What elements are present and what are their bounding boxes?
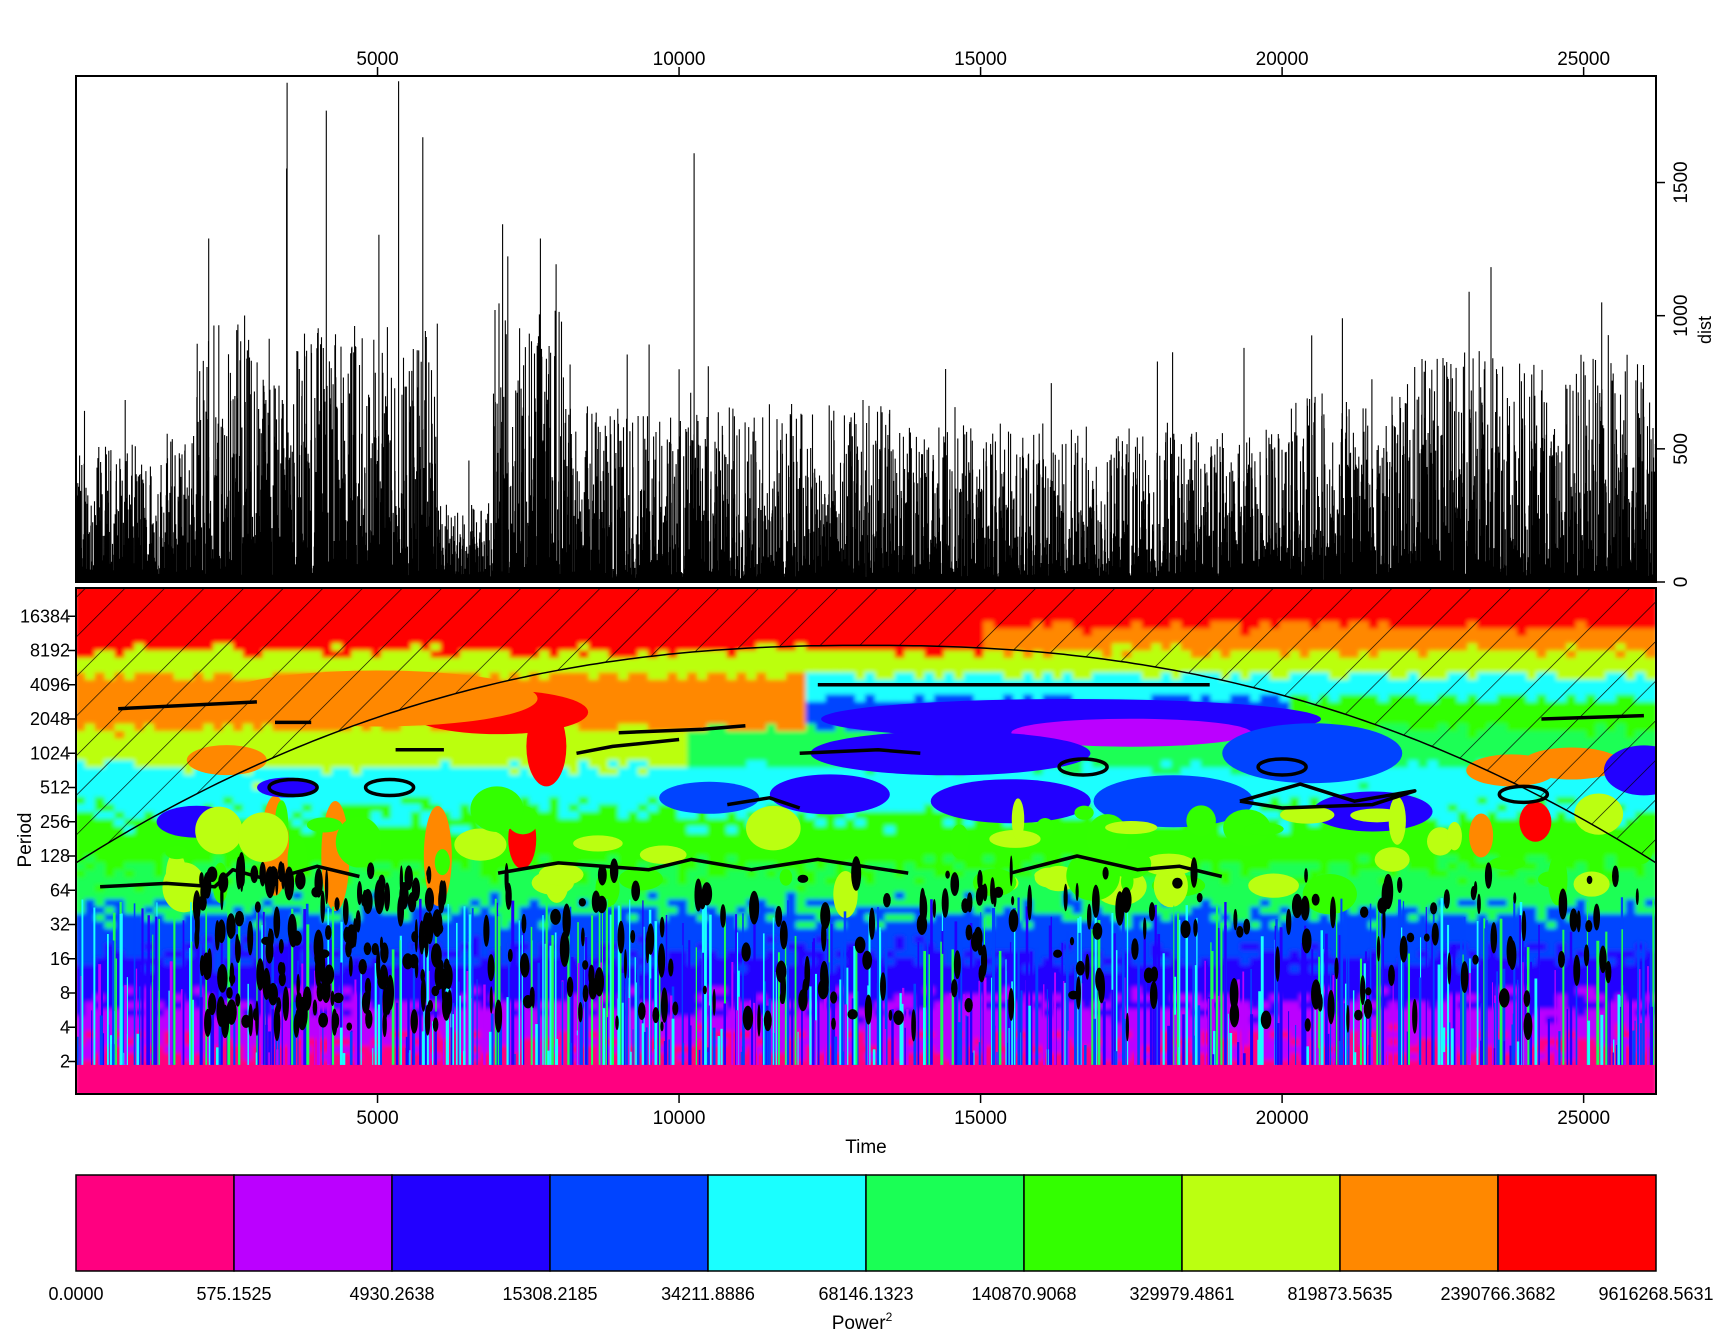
right-y-axis: 0 500 1000 1500 — [1656, 161, 1692, 587]
colorbar-break-label-1: 575.1525 — [196, 1284, 271, 1304]
significance-contours — [100, 683, 1644, 1042]
wavelet-panel: 5000 10000 15000 20000 25000 2 4 8 16 32 64 128 256… — [15, 587, 1657, 1158]
right-y-tick-label-1: 500 — [1671, 433, 1692, 465]
colorbar-break-label-4: 34211.8886 — [661, 1284, 755, 1304]
colorbar-cell-0 — [75, 1174, 235, 1272]
colorbar-cell-6 — [1023, 1174, 1183, 1272]
period-axis-label: Period — [15, 813, 36, 868]
colorbar-break-label-9: 2390766.3682 — [1440, 1284, 1555, 1304]
colorbar-break-label-7: 329979.4861 — [1129, 1284, 1234, 1304]
colorbar-break-label-5: 68146.1323 — [818, 1284, 913, 1304]
time-series-line — [76, 81, 1656, 582]
colorbar-cell-2 — [391, 1174, 551, 1272]
bottom-x-tick-label-3: 20000 — [1256, 1108, 1309, 1129]
period-tick-label-13: 16384 — [20, 606, 70, 626]
period-tick-label-3: 16 — [50, 949, 70, 969]
bottom-x-tick-label-1: 10000 — [653, 1108, 706, 1129]
top-x-tick-label-0: 5000 — [356, 49, 398, 70]
colorbar-cell-8 — [1339, 1174, 1499, 1272]
colorbar-cell-7 — [1181, 1174, 1341, 1272]
period-tick-label-1: 4 — [60, 1017, 70, 1037]
colorbar-break-label-0: 0.0000 — [48, 1284, 103, 1304]
power-label: Power2 — [832, 1310, 893, 1334]
period-tick-label-12: 8192 — [30, 641, 70, 661]
right-y-tick-label-0: 0 — [1671, 577, 1692, 588]
top-x-axis: 5000 10000 15000 20000 25000 — [356, 49, 1610, 76]
period-tick-label-0: 2 — [60, 1052, 70, 1072]
power-colorbar: 0.0000 575.1525 4930.2638 15308.2185 34211.8… — [48, 1174, 1714, 1334]
colorbar-break-label-3: 15308.2185 — [502, 1284, 597, 1304]
period-tick-label-6: 128 — [40, 846, 70, 866]
top-x-tick-label-1: 10000 — [653, 49, 706, 70]
colorbar-break-label-10: 9616268.5631 — [1598, 1284, 1713, 1304]
bottom-x-axis: 5000 10000 15000 20000 25000 — [356, 1094, 1610, 1129]
colorbar-break-label-8: 819873.5635 — [1287, 1284, 1392, 1304]
bottom-x-tick-label-0: 5000 — [356, 1108, 398, 1129]
cone-of-influence-line — [76, 644, 1656, 864]
bottom-x-tick-label-2: 15000 — [954, 1108, 1007, 1129]
colorbar-cell-5 — [865, 1174, 1025, 1272]
period-tick-label-4: 32 — [50, 915, 70, 935]
period-tick-label-8: 512 — [40, 778, 70, 798]
time-series-frame — [75, 75, 1657, 583]
top-x-tick-label-4: 25000 — [1557, 49, 1610, 70]
period-tick-label-10: 2048 — [30, 709, 70, 729]
bottom-x-tick-label-4: 25000 — [1557, 1108, 1610, 1129]
top-x-tick-label-3: 20000 — [1256, 49, 1309, 70]
colorbar-cell-3 — [549, 1174, 709, 1272]
period-tick-label-9: 1024 — [30, 743, 70, 763]
period-tick-label-7: 256 — [40, 812, 70, 832]
time-axis-label: Time — [845, 1137, 887, 1158]
dist-axis-label: dist — [1695, 316, 1715, 344]
right-y-tick-label-2: 1000 — [1671, 295, 1692, 337]
colorbar-cell-9 — [1497, 1174, 1657, 1272]
colorbar-break-label-2: 4930.2638 — [349, 1284, 434, 1304]
colorbar-break-label-6: 140870.9068 — [971, 1284, 1076, 1304]
colorbar-cell-1 — [233, 1174, 393, 1272]
period-tick-label-11: 4096 — [30, 675, 70, 695]
right-y-tick-label-3: 1500 — [1671, 161, 1692, 203]
top-x-tick-label-2: 15000 — [954, 49, 1007, 70]
period-axis: 2 4 8 16 32 64 128 256 512 1024 2048 4096 8192 16384 — [20, 606, 76, 1072]
colorbar-cell-4 — [707, 1174, 867, 1272]
cone-of-influence-hatch — [76, 588, 1656, 863]
time-series-panel: 5000 10000 15000 20000 25000 0 500 1000 1500 di… — [75, 49, 1715, 587]
period-tick-label-5: 64 — [50, 880, 70, 900]
period-tick-label-2: 8 — [60, 983, 70, 1003]
wavelet-frame — [75, 587, 1657, 1095]
